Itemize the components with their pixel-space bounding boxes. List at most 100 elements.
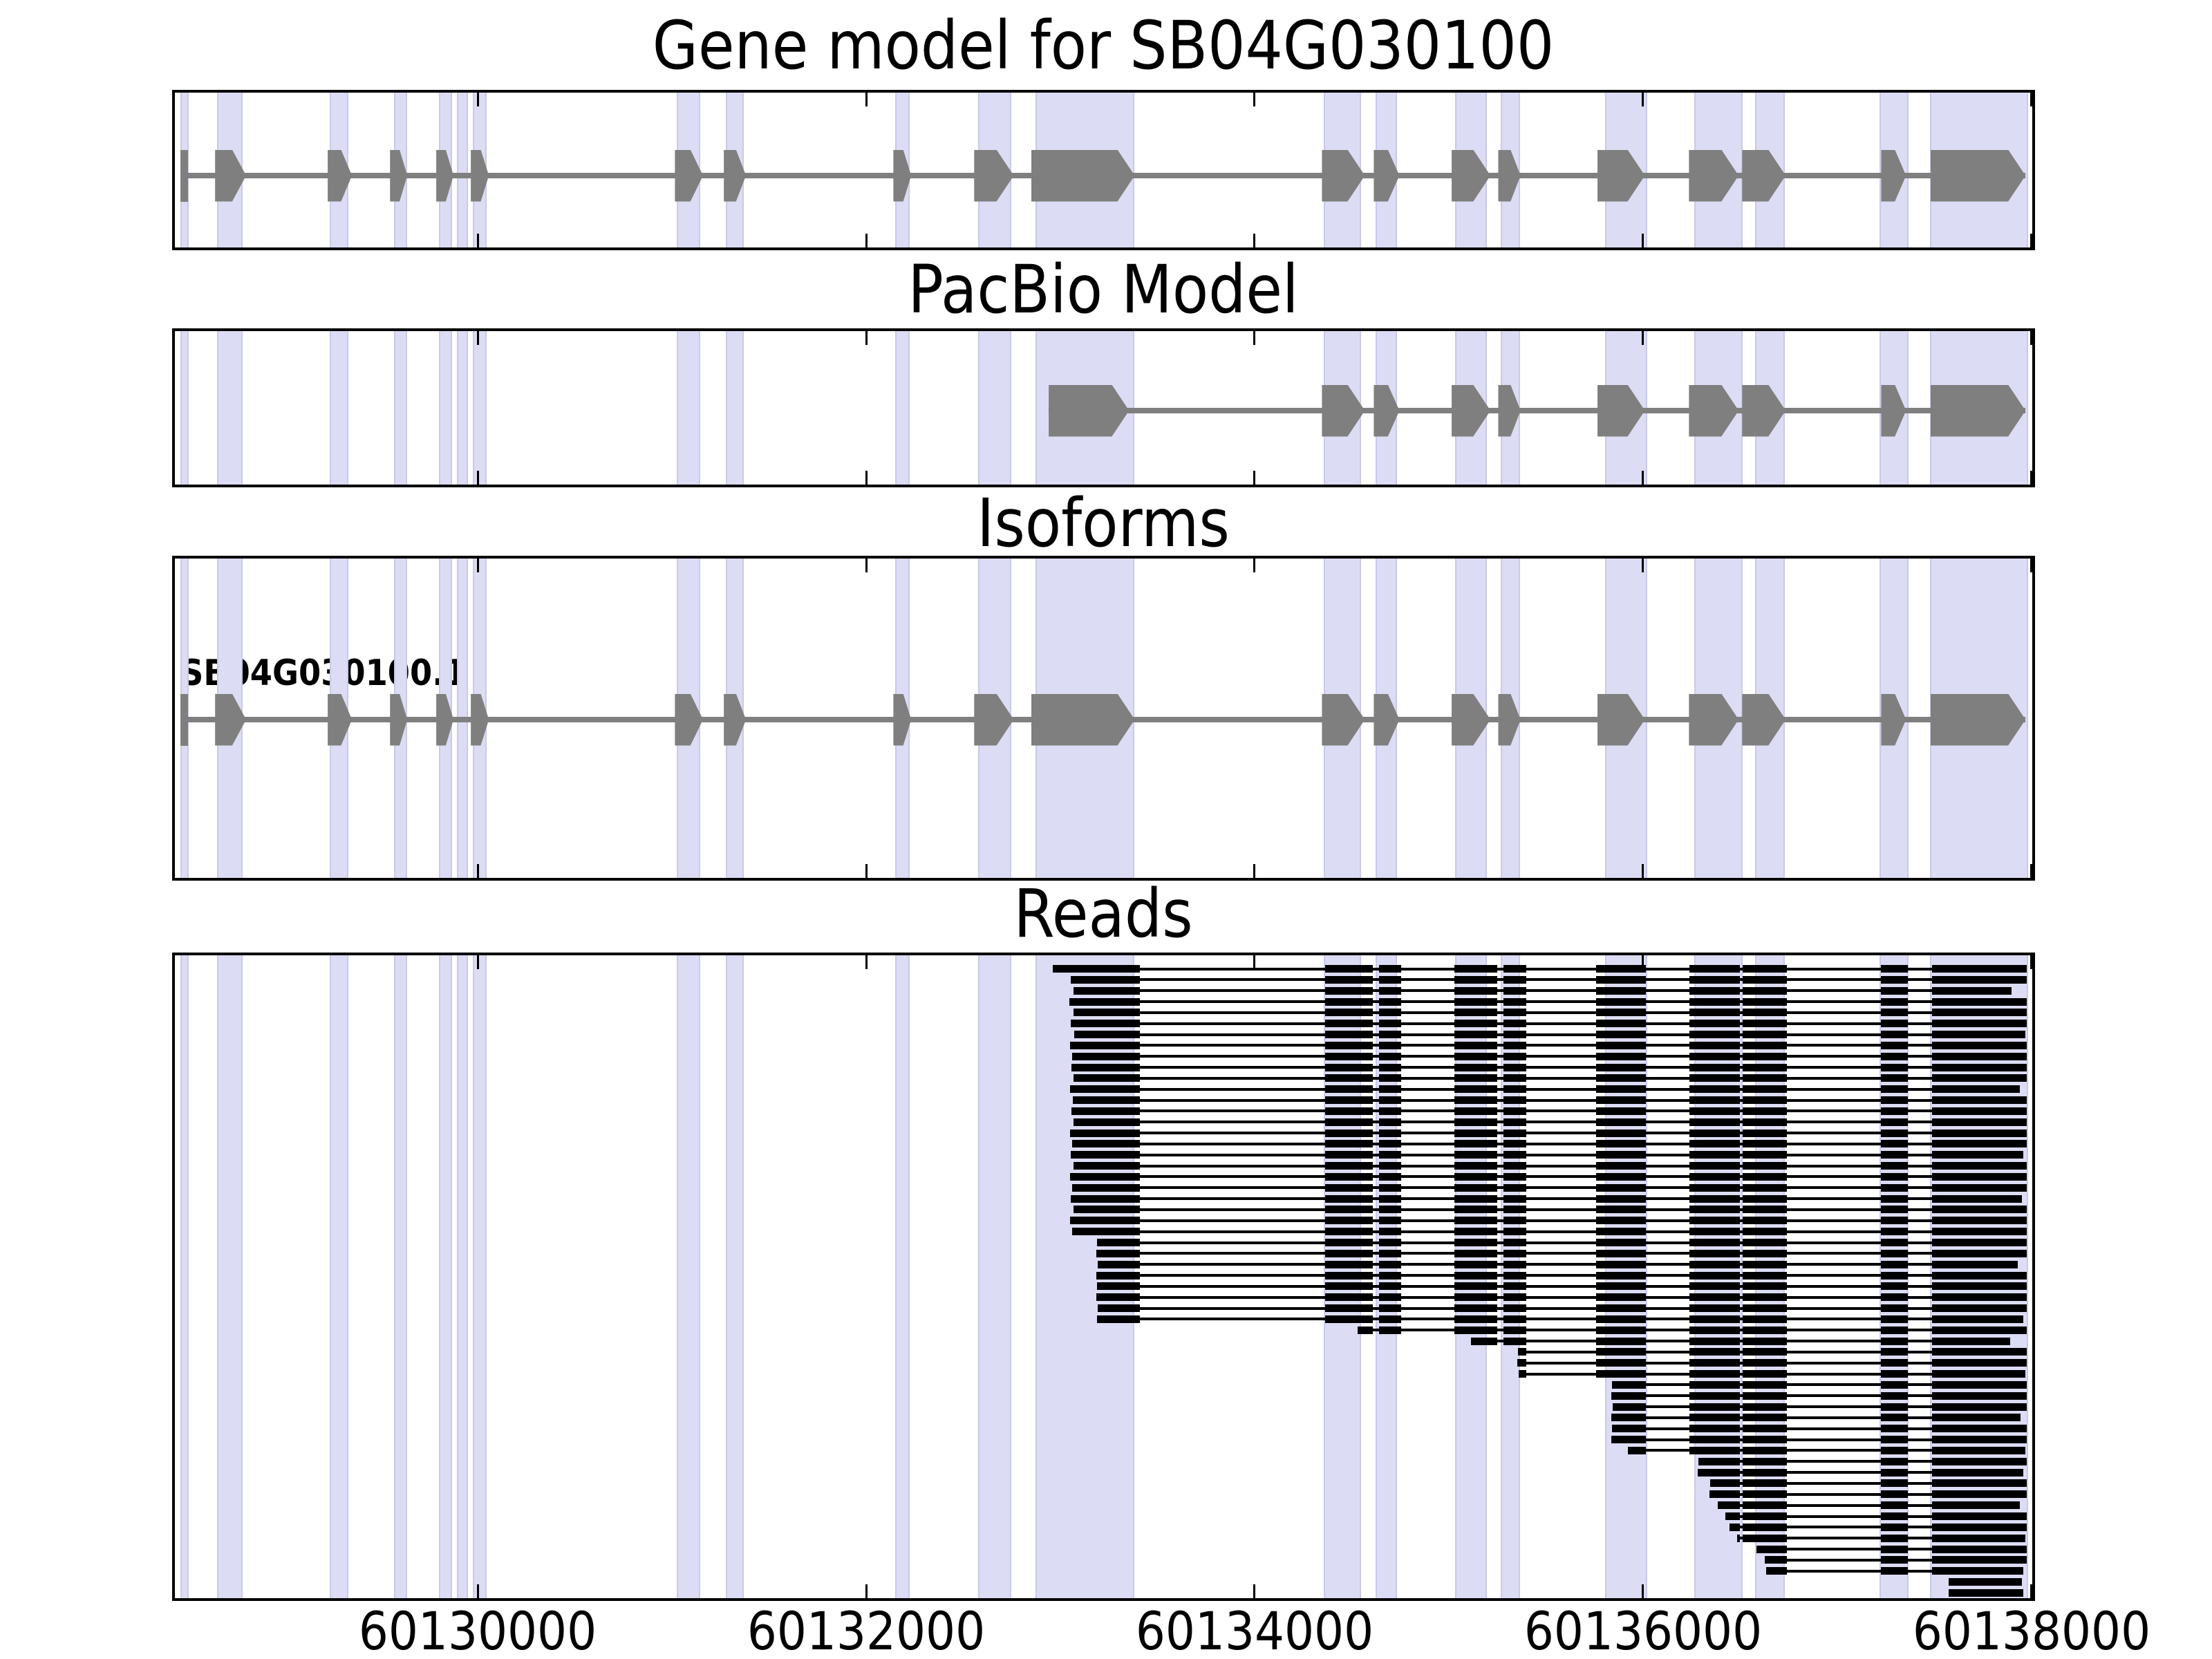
axis-tick <box>2030 955 2032 969</box>
read-exon-block <box>1596 1293 1646 1302</box>
read-exon-block <box>1378 1228 1401 1236</box>
read-intron-line <box>1612 1405 2027 1409</box>
axis-tick <box>865 1584 868 1598</box>
read-exon-block <box>1932 1304 2027 1313</box>
read-exon-block <box>1743 1085 1787 1094</box>
axis-tick <box>1642 331 1644 345</box>
read-exon-block <box>1325 1107 1374 1115</box>
read-intron-line <box>1628 1449 2025 1452</box>
read-intron-line <box>1710 1481 2027 1485</box>
highlight-band <box>978 955 1011 1598</box>
read-intron-line <box>1073 1011 2027 1014</box>
axis-tick <box>476 471 479 485</box>
read-exon-block <box>1881 1468 1909 1477</box>
read-exon-block <box>1325 997 1374 1006</box>
read <box>175 1436 2032 1444</box>
highlight-band <box>895 331 910 485</box>
read-exon-block <box>1689 1020 1741 1028</box>
read-exon-block <box>1743 1162 1787 1170</box>
read-exon-block <box>1096 1293 1141 1302</box>
read-exon-block <box>1070 1085 1141 1094</box>
read-intron-line <box>1071 1066 2027 1069</box>
highlight-band <box>330 331 349 485</box>
read-exon-block <box>1325 1074 1374 1082</box>
read-exon-block <box>1503 1206 1527 1214</box>
read-exon-block <box>1596 1370 1646 1378</box>
read-exon-block <box>1881 975 1909 984</box>
read-exon-block <box>1503 1194 1527 1203</box>
read-intron-line <box>1072 1098 2027 1102</box>
read-exon-block <box>1596 1020 1646 1028</box>
read-exon-block <box>1881 1293 1909 1302</box>
read-exon-block <box>1454 1194 1498 1203</box>
read-exon-block <box>1612 1425 1646 1433</box>
read-exon-block <box>1881 1359 1909 1367</box>
read-exon-block <box>1596 1162 1646 1170</box>
read-exon-block <box>1881 1183 1909 1192</box>
read-exon-block <box>1932 1041 2027 1049</box>
read-exon-block <box>1698 1457 1741 1465</box>
read-exon-block <box>1881 1249 1909 1257</box>
read <box>175 1020 2032 1028</box>
read <box>175 1479 2032 1488</box>
read-exon-block <box>1378 1172 1401 1181</box>
read-exon-block <box>1881 1063 1909 1071</box>
axis-tick <box>476 1584 479 1598</box>
read-exon-block <box>1689 1391 1741 1400</box>
read-intron-line <box>1097 1284 2027 1288</box>
highlight-band <box>217 955 243 1598</box>
highlight-band <box>439 955 453 1598</box>
read-exon-block <box>1378 1293 1401 1302</box>
read-intron-line <box>1612 1383 2027 1387</box>
read-exon-block <box>1071 1020 1141 1028</box>
read-exon-block <box>1743 1370 1787 1378</box>
read-exon-block <box>1503 1085 1527 1094</box>
read-exon-block <box>1932 997 2027 1006</box>
read-exon-block <box>1378 1063 1401 1071</box>
read-exon-block <box>1881 1282 1909 1291</box>
read <box>175 1194 2032 1203</box>
highlight-band <box>439 331 453 485</box>
read-exon-block <box>1325 1239 1374 1246</box>
read-intron-line <box>1709 1492 2027 1496</box>
read-exon-block <box>1932 1140 2027 1148</box>
read-exon-block <box>1454 997 1498 1006</box>
reads-panel <box>172 953 2035 1601</box>
read-exon-block <box>1881 1479 1909 1488</box>
read-exon-block <box>1881 1403 1909 1411</box>
read-exon-block <box>1596 1183 1646 1192</box>
read-exon-block <box>1881 1315 1909 1323</box>
read-exon-block <box>1518 1348 1527 1356</box>
read-exon-block <box>1932 1282 2027 1291</box>
read <box>175 1326 2032 1334</box>
read-exon-block <box>1596 1107 1646 1115</box>
read-exon-block <box>1881 997 1909 1006</box>
read-exon-block <box>1596 1348 1646 1356</box>
read-exon-block <box>1612 1403 1646 1411</box>
read-exon-block <box>1932 1512 2027 1520</box>
read-intron-line <box>1070 1044 2027 1047</box>
read-exon-block <box>1689 1239 1741 1246</box>
read-exon-block <box>1743 986 1787 995</box>
read-exon-block <box>1743 1468 1787 1477</box>
axis-tick <box>2030 559 2032 572</box>
highlight-band <box>895 955 910 1598</box>
read <box>175 1063 2032 1071</box>
read-exon-block <box>1454 1009 1498 1017</box>
read-exon-block <box>1596 965 1646 973</box>
highlight-band <box>677 331 701 485</box>
read-exon-block <box>1689 1436 1741 1444</box>
read-exon-block <box>1689 1217 1741 1225</box>
exon <box>1049 384 1130 437</box>
axis-tick <box>1253 1584 1256 1598</box>
read-exon-block <box>1378 1085 1401 1094</box>
read <box>175 997 2032 1006</box>
read-exon-block <box>1454 975 1498 984</box>
axis-tick <box>476 234 479 247</box>
axis-tick <box>865 331 868 345</box>
read-exon-block <box>1070 1217 1141 1225</box>
read-intron-line <box>1730 1526 2027 1529</box>
read-exon-block <box>1596 986 1646 995</box>
read-exon-block <box>1689 1162 1741 1170</box>
read-exon-block <box>1503 1129 1527 1137</box>
